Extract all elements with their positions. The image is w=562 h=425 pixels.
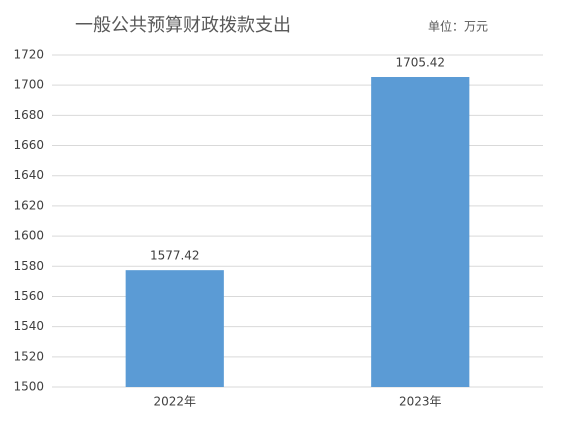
- x-tick-label: 2022年: [153, 395, 196, 409]
- x-tick-label: 2023年: [399, 395, 442, 409]
- y-tick-label: 1500: [13, 380, 44, 394]
- y-tick-label: 1520: [13, 349, 44, 363]
- chart-title: 一般公共预算财政拨款支出: [75, 15, 291, 36]
- bar: [371, 77, 470, 387]
- y-tick-label: 1580: [13, 259, 44, 273]
- y-tick-label: 1660: [13, 138, 44, 152]
- data-label: 1705.42: [395, 56, 445, 70]
- y-tick-label: 1700: [13, 78, 44, 92]
- y-tick-label: 1680: [13, 108, 44, 122]
- unit-note: 单位：万元: [428, 19, 488, 34]
- y-tick-label: 1540: [13, 319, 44, 333]
- y-tick-label: 1560: [13, 289, 44, 303]
- y-tick-label: 1620: [13, 198, 44, 212]
- bar: [125, 270, 224, 387]
- y-tick-label: 1640: [13, 168, 44, 182]
- y-tick-label: 1600: [13, 229, 44, 243]
- data-label: 1577.42: [150, 249, 200, 263]
- y-tick-label: 1720: [13, 48, 44, 62]
